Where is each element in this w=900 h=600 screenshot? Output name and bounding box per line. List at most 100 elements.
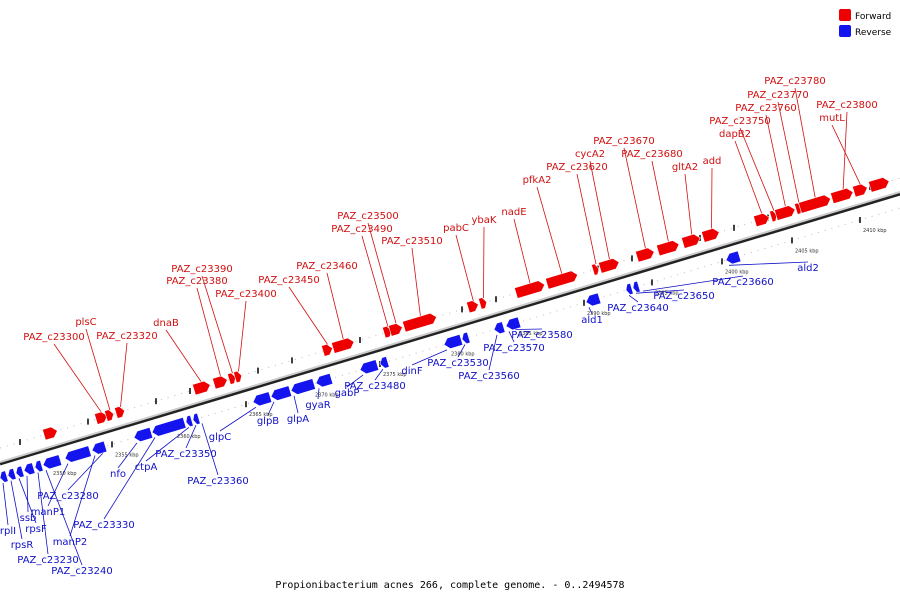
forward-gene-label[interactable]: PAZ_c23620 (546, 162, 607, 173)
forward-gene-label[interactable]: dnaB (153, 318, 179, 329)
forward-gene-arrow[interactable] (830, 187, 854, 205)
reverse-gene-arrow[interactable] (584, 292, 602, 308)
reverse-gene-label[interactable]: PAZ_c23230 (17, 555, 78, 566)
forward-gene-arrow[interactable] (701, 227, 720, 243)
forward-gene-arrow[interactable] (466, 299, 480, 314)
reverse-gene-arrow[interactable] (724, 250, 742, 266)
forward-gene-arrow[interactable] (478, 297, 488, 310)
reverse-gene-arrow[interactable] (624, 282, 634, 296)
forward-gene-label[interactable]: PAZ_c23300 (23, 332, 84, 343)
forward-gene-arrow[interactable] (104, 409, 115, 422)
forward-gene-arrow[interactable] (591, 263, 600, 276)
forward-gene-arrow[interactable] (656, 239, 680, 257)
reverse-gene-arrow[interactable] (150, 416, 187, 437)
reverse-gene-arrow[interactable] (33, 459, 44, 473)
forward-gene-label[interactable]: PAZ_c23780 (764, 76, 825, 87)
reverse-gene-label[interactable]: PAZ_c23580 (511, 330, 572, 341)
reverse-gene-arrow[interactable] (6, 467, 17, 481)
forward-gene-label[interactable]: dapB2 (719, 129, 751, 140)
forward-gene-arrow[interactable] (635, 246, 655, 263)
forward-gene-arrow[interactable] (753, 212, 771, 228)
reverse-gene-label[interactable]: ctpA (135, 462, 158, 473)
forward-gene-label[interactable]: PAZ_c23460 (296, 261, 357, 272)
forward-gene-label[interactable]: gltA2 (672, 162, 698, 173)
forward-gene-label[interactable]: mutL (819, 113, 845, 124)
reverse-gene-label[interactable]: PAZ_c23350 (155, 449, 216, 460)
forward-gene-label[interactable]: PAZ_c23680 (621, 149, 682, 160)
forward-gene-label[interactable]: PAZ_c23450 (258, 275, 319, 286)
forward-gene-arrow[interactable] (514, 279, 546, 299)
reverse-gene-label[interactable]: glpB (257, 416, 279, 427)
reverse-gene-label[interactable]: rpsR (11, 540, 34, 551)
reverse-gene-arrow[interactable] (289, 378, 316, 396)
forward-gene-label[interactable]: PAZ_c23390 (171, 264, 232, 275)
forward-gene-label[interactable]: PAZ_c23750 (709, 116, 770, 127)
forward-gene-label[interactable]: PAZ_c23400 (215, 289, 276, 300)
forward-gene-arrow[interactable] (227, 372, 237, 385)
reverse-gene-arrow[interactable] (504, 316, 522, 332)
forward-gene-label[interactable]: PAZ_c23800 (816, 100, 877, 111)
reverse-gene-arrow[interactable] (184, 414, 194, 428)
reverse-gene-arrow[interactable] (191, 412, 201, 425)
forward-gene-arrow[interactable] (852, 183, 869, 198)
reverse-gene-label[interactable]: PAZ_c23560 (458, 371, 519, 382)
reverse-gene-label[interactable]: manP1 (31, 507, 66, 518)
forward-gene-arrow[interactable] (681, 233, 701, 249)
forward-gene-label[interactable]: PAZ_c23500 (337, 211, 398, 222)
forward-gene-arrow[interactable] (402, 312, 438, 333)
reverse-gene-arrow[interactable] (132, 426, 154, 443)
reverse-gene-arrow[interactable] (269, 385, 293, 402)
forward-gene-arrow[interactable] (321, 343, 334, 357)
reverse-gene-arrow[interactable] (251, 391, 273, 408)
forward-gene-label[interactable]: PAZ_c23490 (331, 224, 392, 235)
forward-gene-arrow[interactable] (94, 410, 109, 425)
forward-gene-arrow[interactable] (192, 380, 211, 396)
reverse-gene-arrow[interactable] (314, 372, 334, 388)
forward-gene-arrow[interactable] (798, 194, 832, 214)
reverse-gene-label[interactable]: PAZ_c23570 (483, 343, 544, 354)
forward-gene-arrow[interactable] (388, 322, 404, 337)
forward-gene-arrow[interactable] (233, 370, 243, 384)
reverse-gene-arrow[interactable] (460, 331, 471, 345)
reverse-gene-label[interactable]: gyaR (305, 400, 330, 411)
forward-gene-label[interactable]: PAZ_c23510 (381, 236, 442, 247)
reverse-gene-label[interactable]: nfo (110, 469, 126, 480)
reverse-gene-arrow[interactable] (631, 280, 641, 293)
reverse-gene-arrow[interactable] (63, 445, 92, 464)
reverse-gene-label[interactable]: PAZ_c23660 (712, 277, 773, 288)
forward-gene-label[interactable]: add (703, 156, 722, 167)
forward-gene-arrow[interactable] (868, 176, 890, 193)
forward-gene-label[interactable]: PAZ_c23320 (96, 331, 157, 342)
reverse-gene-arrow[interactable] (378, 356, 390, 369)
reverse-gene-label[interactable]: ald1 (581, 315, 603, 326)
reverse-gene-label[interactable]: rpsF (25, 524, 47, 535)
reverse-gene-label[interactable]: glpC (209, 432, 231, 443)
forward-gene-label[interactable]: ybaK (472, 215, 497, 226)
reverse-gene-arrow[interactable] (0, 470, 9, 484)
reverse-gene-label[interactable]: manP2 (53, 537, 88, 548)
forward-gene-label[interactable]: PAZ_c23760 (735, 103, 796, 114)
reverse-gene-label[interactable]: PAZ_c23240 (51, 566, 112, 577)
forward-gene-arrow[interactable] (545, 269, 579, 290)
reverse-gene-label[interactable]: glpA (287, 414, 309, 425)
forward-gene-arrow[interactable] (114, 405, 126, 419)
forward-gene-label[interactable]: pfkA2 (523, 175, 552, 186)
reverse-gene-label[interactable]: PAZ_c23650 (653, 291, 714, 302)
forward-gene-label[interactable]: PAZ_c23670 (593, 136, 654, 147)
forward-gene-label[interactable]: cycA2 (575, 149, 605, 160)
reverse-gene-label[interactable]: dinF (401, 366, 422, 377)
forward-gene-arrow[interactable] (774, 204, 796, 221)
forward-gene-arrow[interactable] (42, 426, 59, 441)
forward-gene-arrow[interactable] (769, 210, 778, 223)
reverse-gene-label[interactable]: rplI (0, 526, 16, 537)
forward-gene-arrow[interactable] (598, 257, 620, 274)
reverse-gene-arrow[interactable] (492, 321, 506, 335)
forward-gene-label[interactable]: nadE (501, 207, 526, 218)
reverse-gene-label[interactable]: PAZ_c23360 (187, 476, 248, 487)
reverse-gene-arrow[interactable] (442, 333, 464, 350)
reverse-gene-arrow[interactable] (14, 465, 25, 479)
reverse-gene-label[interactable]: PAZ_c23530 (427, 358, 488, 369)
reverse-gene-label[interactable]: PAZ_c23330 (73, 520, 134, 531)
reverse-gene-label[interactable]: PAZ_c23640 (607, 303, 668, 314)
reverse-gene-label[interactable]: ssb (20, 513, 37, 524)
